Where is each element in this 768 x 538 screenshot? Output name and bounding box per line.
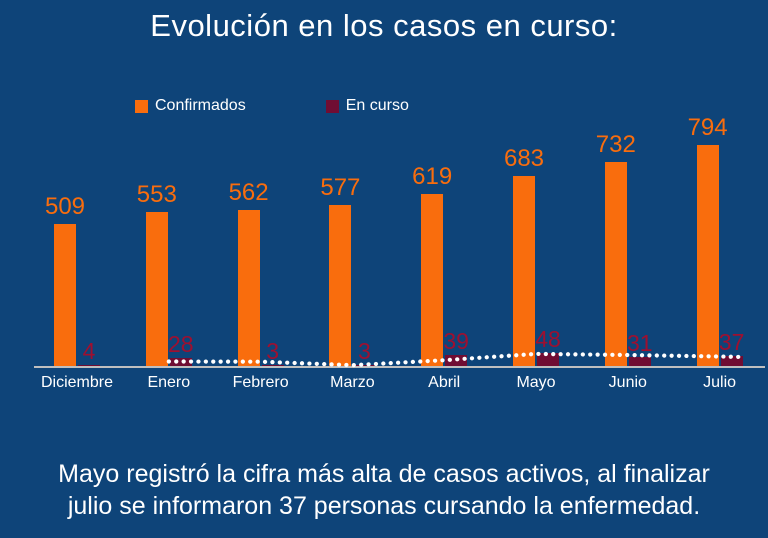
x-axis-line: [34, 366, 765, 368]
confirmados-bar: [237, 210, 260, 366]
confirmados-bar: [54, 224, 76, 366]
en-curso-bar: [445, 355, 468, 366]
confirmados-bar: [513, 176, 535, 366]
confirmados-value-label: 562: [228, 179, 269, 206]
en-curso-value-label: 28: [168, 331, 194, 357]
x-axis-label-marzo: Marzo: [330, 374, 375, 391]
confirmados-bar: [421, 194, 444, 366]
en-curso-value-label: 37: [718, 329, 745, 355]
legend-item-en-curso: En curso: [325, 97, 409, 115]
x-axis-label-mayo: Mayo: [516, 374, 556, 391]
confirmados-value-label: 619: [412, 163, 453, 190]
confirmados-value-label: 577: [320, 174, 361, 201]
caption-text: Mayo registró la cifra más alta de casos…: [58, 460, 710, 520]
en-curso-bar: [537, 353, 559, 366]
en-curso-value-label: 3: [266, 338, 279, 364]
legend-item-confirmados: Confirmados: [135, 97, 246, 115]
x-axis-label-julio: Julio: [703, 374, 737, 391]
en-curso-bar: [353, 365, 376, 366]
confirmados-bar: [329, 205, 352, 366]
legend-swatch-confirmados-icon: [135, 99, 148, 113]
en-curso-bar: [78, 365, 100, 366]
chart-legend: Confirmados En curso: [135, 97, 409, 115]
x-axis-labels: Diciembre Enero Febrero Marzo Abril Mayo Junio…: [0, 374, 768, 396]
en-curso-value-label: 31: [627, 330, 653, 356]
plot-area: 509 4 553 28 562 3 577 3 619 39 683 48 732 31 794 37: [0, 116, 768, 368]
en-curso-value-label: 3: [357, 338, 371, 364]
confirmados-bar: [145, 212, 168, 366]
legend-label-en-curso: En curso: [345, 97, 409, 114]
x-axis-label-junio: Junio: [608, 374, 647, 391]
en-curso-bar: [720, 356, 743, 366]
en-curso-value-label: 48: [535, 326, 561, 352]
x-axis-label-febrero: Febrero: [232, 374, 289, 391]
x-axis-label-diciembre: Diciembre: [40, 374, 113, 391]
confirmados-bar: [604, 162, 627, 366]
confirmados-value-label: 794: [687, 114, 728, 141]
x-axis-label-abril: Abril: [428, 374, 461, 391]
en-curso-bar: [261, 365, 284, 366]
en-curso-value-label: 4: [82, 338, 96, 364]
confirmados-value-label: 553: [136, 181, 177, 208]
en-curso-bar: [169, 358, 192, 366]
confirmados-value-label: 509: [44, 193, 86, 220]
confirmados-value-label: 683: [503, 145, 545, 172]
legend-swatch-en-curso-icon: [325, 99, 339, 113]
confirmados-bar: [696, 145, 719, 366]
confirmados-value-label: 732: [595, 131, 636, 158]
en-curso-value-label: 39: [443, 328, 469, 354]
legend-label-confirmados: Confirmados: [155, 97, 246, 114]
x-axis-label-enero: Enero: [147, 374, 191, 391]
en-curso-bar: [628, 357, 651, 366]
page-title: Evolución en los casos en curso:: [150, 8, 618, 43]
